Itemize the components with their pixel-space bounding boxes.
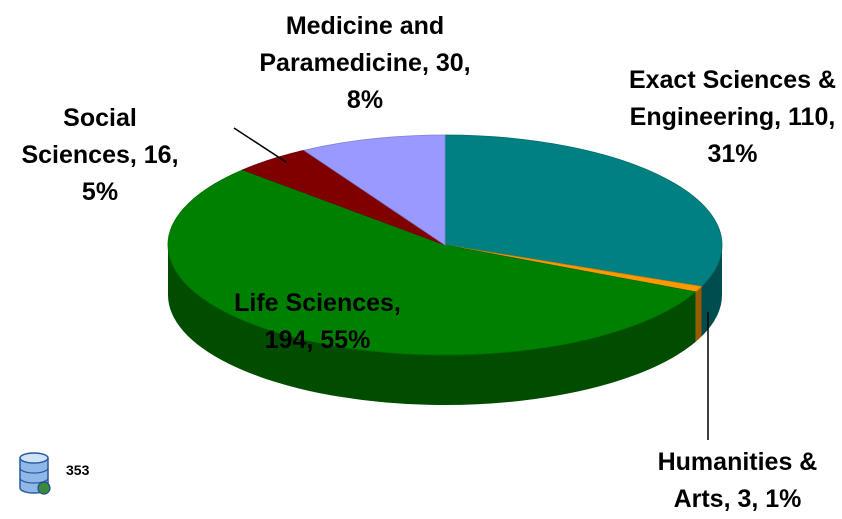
pie-slice <box>303 134 446 246</box>
pie-slice <box>167 169 697 356</box>
total-count: 353 <box>66 462 90 478</box>
data-label: Life Sciences, 194, 55% <box>234 289 401 354</box>
data-label: Social Sciences, 16, 5% <box>21 104 179 206</box>
pie-tops <box>167 134 723 356</box>
leader-line <box>233 127 287 163</box>
data-label: Humanities & Arts, 3, 1% <box>657 448 818 513</box>
pie-slice <box>444 134 723 287</box>
pie-slice-side <box>168 245 696 405</box>
pie-sides <box>168 245 722 405</box>
pie-slice-side <box>701 245 722 337</box>
data-label: Medicine and Paramedicine, 30, 8% <box>259 12 471 114</box>
database-icon <box>19 452 51 495</box>
pie-slice-side <box>695 286 702 342</box>
data-label: Exact Sciences & Engineering, 110, 31% <box>628 66 837 168</box>
